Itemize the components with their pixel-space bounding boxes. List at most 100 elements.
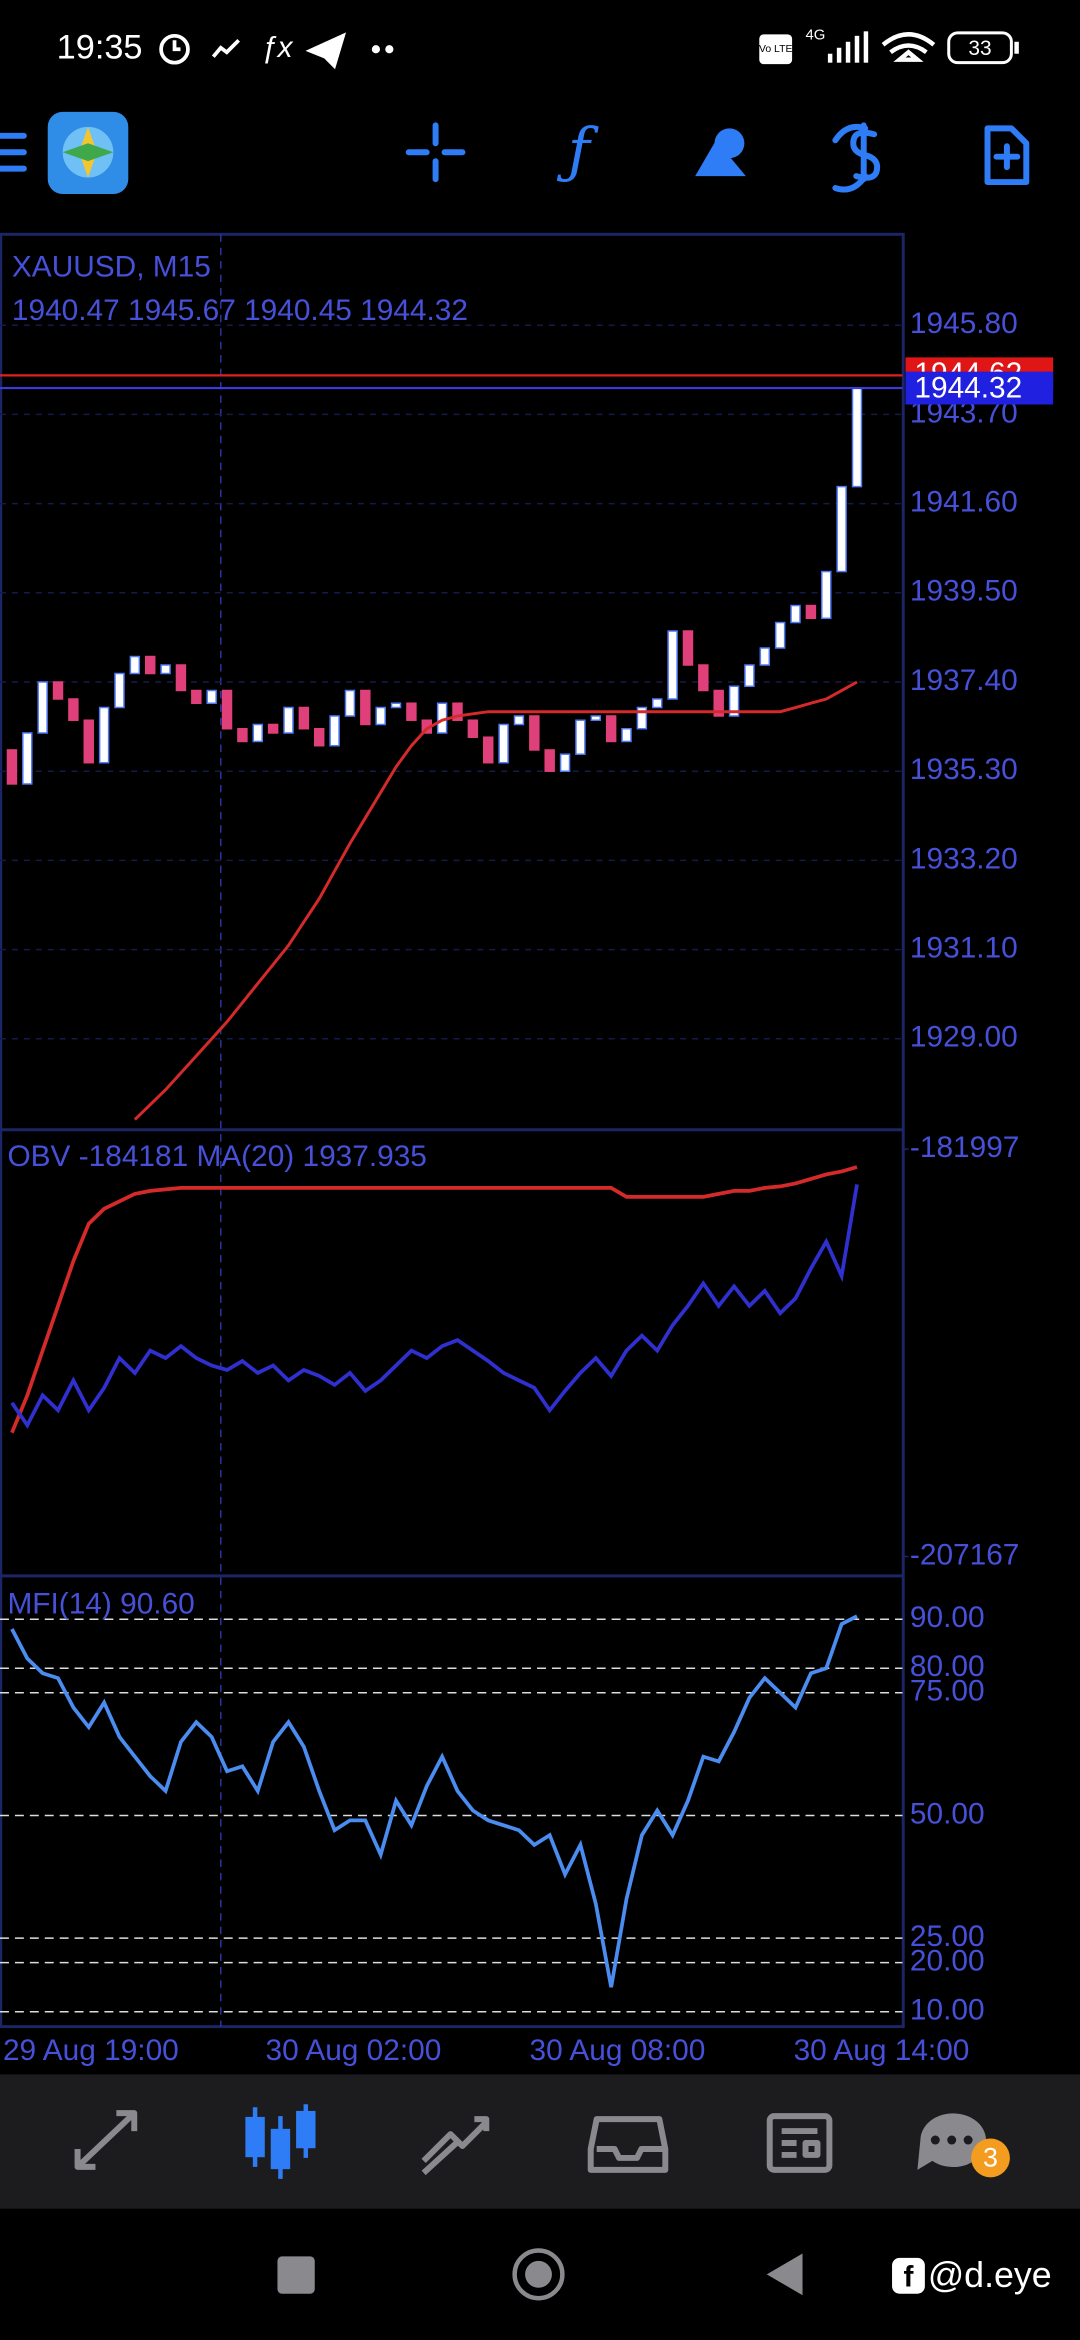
mfi-tick-label: 75.00: [910, 1675, 985, 1708]
status-icons: ƒx: [159, 31, 394, 70]
time-label: 29 Aug 19:00: [3, 2034, 179, 2067]
candle: [360, 689, 371, 726]
candle: [314, 727, 325, 747]
price-tick-label: 1939.50: [910, 575, 1018, 608]
watermark-icon: [892, 2257, 925, 2294]
candle: [83, 719, 94, 764]
ohlc-label: 1940.47 1945.67 1940.45 1944.32: [12, 294, 468, 327]
chart-tab[interactable]: [245, 2104, 316, 2179]
price-tick-label: 1937.40: [910, 664, 1018, 697]
quotes-tab[interactable]: [74, 2110, 138, 2170]
candle: [759, 647, 771, 666]
candle: [344, 689, 356, 717]
bottom-bar: [0, 2074, 1080, 2209]
candle: [513, 715, 525, 726]
time-label: 30 Aug 14:00: [794, 2034, 970, 2067]
candle: [144, 655, 156, 675]
new-order-tool[interactable]: [984, 125, 1030, 186]
candle: [621, 727, 632, 743]
candle: [237, 727, 248, 743]
mfi-tick-label: 80.00: [910, 1650, 985, 1683]
price-tick-label: 1941.60: [910, 485, 1018, 518]
mfi-tick-label: 50.00: [910, 1797, 985, 1830]
crosshair-tool[interactable]: [405, 122, 466, 183]
candle: [544, 749, 555, 772]
candle: [559, 753, 571, 772]
candle: [252, 723, 263, 743]
price-tick-label: 1933.20: [910, 842, 1018, 875]
wifi: [881, 32, 936, 62]
candle: [851, 387, 863, 488]
mfi-tick-label: 10.00: [910, 1994, 985, 2027]
candle: [744, 664, 755, 687]
chat-badge-bg: [971, 2138, 1010, 2178]
candle: [821, 570, 832, 620]
volte-badge: [759, 34, 793, 65]
candle: [390, 702, 402, 709]
back-button[interactable]: [766, 2253, 803, 2296]
obv-tick-label: -181997: [910, 1131, 1019, 1164]
candle: [682, 630, 694, 666]
history-tab[interactable]: [587, 2116, 669, 2173]
mfi-tick-label: 20.00: [910, 1945, 985, 1978]
objects-tool[interactable]: [695, 128, 746, 177]
price-tick-label: 1931.10: [910, 931, 1018, 964]
candle: [298, 706, 310, 730]
candle: [375, 706, 386, 726]
svg-text:ƒx: ƒx: [261, 31, 294, 64]
candle: [283, 706, 294, 734]
candle: [590, 715, 602, 721]
candle: [6, 749, 18, 785]
candle: [37, 681, 48, 734]
chat-tab[interactable]: [917, 2113, 987, 2170]
home-button[interactable]: [512, 2248, 565, 2301]
time-label: 30 Aug 02:00: [266, 2034, 442, 2067]
candle: [206, 689, 217, 704]
candle: [667, 630, 678, 700]
candle: [698, 664, 709, 692]
volte-text: Vo LTE: [759, 44, 792, 55]
signal: [827, 31, 869, 63]
price-ma-line: [133, 680, 858, 1121]
symbol-label: XAUUSD, M15: [12, 250, 211, 283]
menu-button[interactable]: [0, 132, 27, 172]
candle: [329, 715, 340, 747]
candle: [605, 715, 617, 743]
price-tick-label: 1945.80: [910, 307, 1018, 340]
price-tick-label: 1935.30: [910, 753, 1018, 786]
news-tab[interactable]: [766, 2113, 833, 2173]
candle: [728, 685, 740, 717]
obv-label: OBV -184181 MA(20) 1937.935: [7, 1140, 426, 1173]
candle: [805, 604, 817, 620]
obv-tick-label: -207167: [910, 1538, 1019, 1571]
candle: [774, 621, 786, 649]
candle: [68, 698, 79, 721]
candle: [129, 655, 141, 675]
app-icon[interactable]: [47, 111, 129, 195]
candle: [575, 719, 586, 755]
candle: [836, 485, 847, 573]
mfi-label: MFI(14) 90.60: [7, 1588, 194, 1621]
obv-ma-line: [10, 1165, 858, 1434]
candle: [483, 736, 494, 764]
recents-button[interactable]: [277, 2256, 315, 2294]
candle: [636, 706, 648, 730]
trade-tool[interactable]: [832, 122, 881, 193]
bid-box: [905, 371, 1054, 405]
clock: 19:35: [57, 28, 143, 66]
candle: [467, 719, 479, 738]
candle: [452, 702, 463, 721]
watermark-icon-f: f: [903, 2261, 913, 2294]
mfi-tick-label: 25.00: [910, 1920, 985, 1953]
battery-tip: [1014, 41, 1019, 54]
trade-tab[interactable]: [421, 2116, 490, 2176]
candle: [267, 723, 279, 734]
watermark: @d.eye: [928, 2255, 1052, 2295]
candle: [713, 689, 724, 717]
candle: [114, 672, 125, 709]
candle: [221, 689, 233, 730]
network-type: 4G: [806, 27, 826, 44]
mfi-tick-label: 90.00: [910, 1601, 985, 1634]
